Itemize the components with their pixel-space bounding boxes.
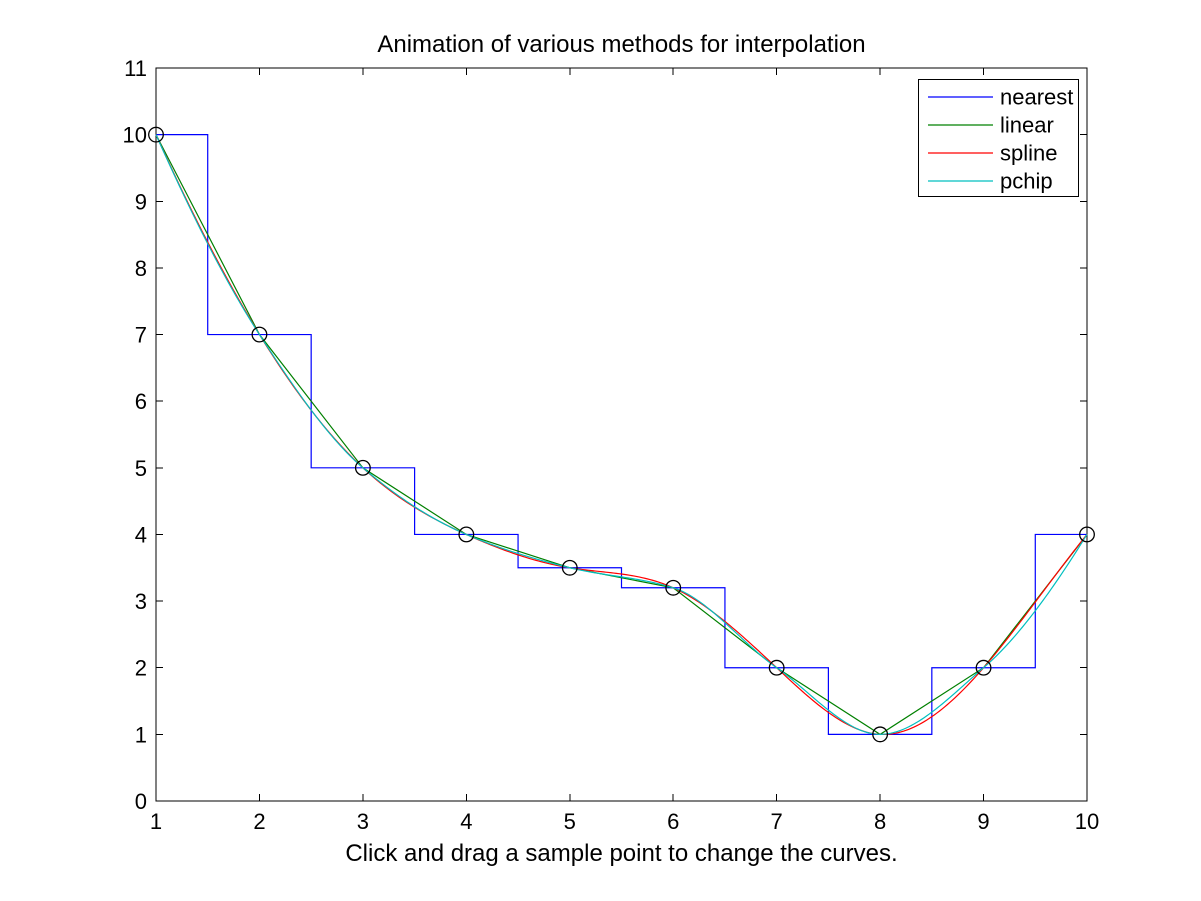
curve-pchip bbox=[155, 134, 1088, 735]
y-tick-label: 0 bbox=[135, 789, 147, 814]
legend-entry-spline: spline bbox=[928, 141, 1057, 166]
y-tick-label: 4 bbox=[135, 522, 147, 547]
sample-point-marker[interactable] bbox=[872, 726, 889, 743]
x-tick-label: 7 bbox=[771, 809, 783, 834]
legend-label-nearest: nearest bbox=[1000, 85, 1073, 110]
x-tick-label: 9 bbox=[977, 809, 989, 834]
sample-point-marker[interactable] bbox=[148, 126, 164, 143]
sample-points[interactable] bbox=[148, 126, 1095, 743]
legend-label-spline: spline bbox=[1000, 141, 1057, 166]
y-tick-label: 5 bbox=[135, 456, 147, 481]
legend-entry-pchip: pchip bbox=[928, 169, 1053, 194]
sample-point-marker[interactable] bbox=[1079, 526, 1095, 543]
y-tick-label: 3 bbox=[135, 589, 147, 614]
x-tick-label: 6 bbox=[667, 809, 679, 834]
y-tick-label: 6 bbox=[135, 389, 147, 414]
x-axis-label: Click and drag a sample point to change … bbox=[345, 840, 897, 867]
legend-entry-linear: linear bbox=[928, 113, 1054, 138]
y-tick-label: 11 bbox=[124, 56, 147, 81]
chart-title: Animation of various methods for interpo… bbox=[377, 31, 865, 58]
legend-label-linear: linear bbox=[1000, 113, 1054, 138]
x-tick-label: 10 bbox=[1075, 809, 1099, 834]
legend-entry-nearest: nearest bbox=[928, 85, 1073, 110]
sample-point-marker[interactable] bbox=[251, 326, 268, 343]
y-tick-label: 9 bbox=[135, 189, 147, 214]
sample-point-marker[interactable] bbox=[768, 659, 785, 676]
legend: nearest linear spline pchip bbox=[918, 79, 1079, 197]
series-curves bbox=[155, 134, 1088, 736]
curve-linear bbox=[155, 134, 1088, 736]
y-tick-label: 7 bbox=[135, 323, 147, 348]
x-tick-label: 2 bbox=[253, 809, 265, 834]
x-tick-label: 1 bbox=[150, 809, 162, 834]
x-tick-label: 3 bbox=[357, 809, 369, 834]
sample-point-marker[interactable] bbox=[458, 526, 475, 543]
y-tick-label: 10 bbox=[123, 123, 147, 148]
y-tick-label: 1 bbox=[135, 722, 147, 747]
sample-point-marker[interactable] bbox=[561, 559, 578, 576]
sample-point-marker[interactable] bbox=[354, 459, 371, 476]
x-tick-label: 4 bbox=[460, 809, 472, 834]
x-tick-label: 5 bbox=[564, 809, 576, 834]
plot-box bbox=[155, 67, 1088, 802]
sample-point-marker[interactable] bbox=[975, 659, 992, 676]
x-tick-label: 8 bbox=[874, 809, 886, 834]
y-tick-label: 8 bbox=[135, 256, 147, 281]
sample-point-marker[interactable] bbox=[665, 579, 682, 596]
legend-label-pchip: pchip bbox=[1000, 169, 1053, 194]
y-tick-label: 2 bbox=[135, 656, 147, 681]
legend-box bbox=[918, 79, 1079, 197]
